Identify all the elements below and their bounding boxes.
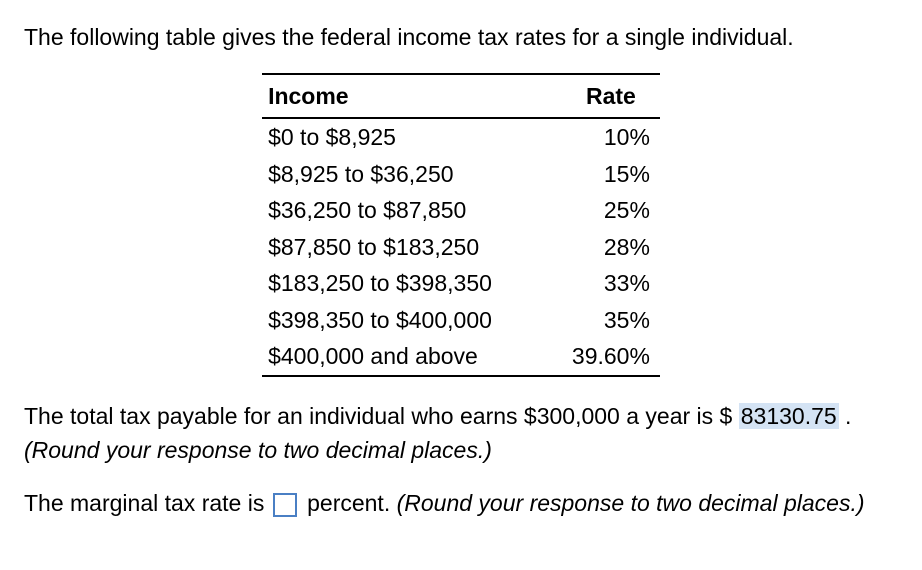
col-header-income: Income xyxy=(262,74,502,119)
question-2: The marginal tax rate is percent. (Round… xyxy=(24,486,898,521)
q1-post: . xyxy=(839,403,852,429)
income-cell: $36,250 to $87,850 xyxy=(262,192,502,229)
table-row: $183,250 to $398,35033% xyxy=(262,265,660,302)
table-row: $0 to $8,92510% xyxy=(262,118,660,156)
tax-table: Income Rate $0 to $8,92510%$8,925 to $36… xyxy=(262,73,660,377)
intro-text: The following table gives the federal in… xyxy=(24,20,898,55)
table-row: $87,850 to $183,25028% xyxy=(262,229,660,266)
col-header-rate: Rate xyxy=(502,74,660,119)
rate-cell: 35% xyxy=(502,302,660,339)
q2-hint: (Round your response to two decimal plac… xyxy=(397,490,865,516)
q1-answer: 83130.75 xyxy=(739,403,839,429)
rate-cell: 15% xyxy=(502,156,660,193)
income-cell: $87,850 to $183,250 xyxy=(262,229,502,266)
table-row: $8,925 to $36,25015% xyxy=(262,156,660,193)
table-row: $398,350 to $400,00035% xyxy=(262,302,660,339)
rate-cell: 10% xyxy=(502,118,660,156)
rate-cell: 28% xyxy=(502,229,660,266)
tax-table-wrap: Income Rate $0 to $8,92510%$8,925 to $36… xyxy=(24,73,898,377)
income-cell: $8,925 to $36,250 xyxy=(262,156,502,193)
q1-pre: The total tax payable for an individual … xyxy=(24,403,739,429)
rate-cell: 39.60% xyxy=(502,338,660,376)
income-cell: $400,000 and above xyxy=(262,338,502,376)
marginal-rate-input[interactable] xyxy=(273,493,297,517)
income-cell: $0 to $8,925 xyxy=(262,118,502,156)
rate-cell: 33% xyxy=(502,265,660,302)
question-1: The total tax payable for an individual … xyxy=(24,399,898,468)
q2-post: percent. xyxy=(301,490,397,516)
table-row: $36,250 to $87,85025% xyxy=(262,192,660,229)
table-row: $400,000 and above39.60% xyxy=(262,338,660,376)
income-cell: $183,250 to $398,350 xyxy=(262,265,502,302)
q1-hint: (Round your response to two decimal plac… xyxy=(24,437,492,463)
q2-pre: The marginal tax rate is xyxy=(24,490,271,516)
rate-cell: 25% xyxy=(502,192,660,229)
income-cell: $398,350 to $400,000 xyxy=(262,302,502,339)
